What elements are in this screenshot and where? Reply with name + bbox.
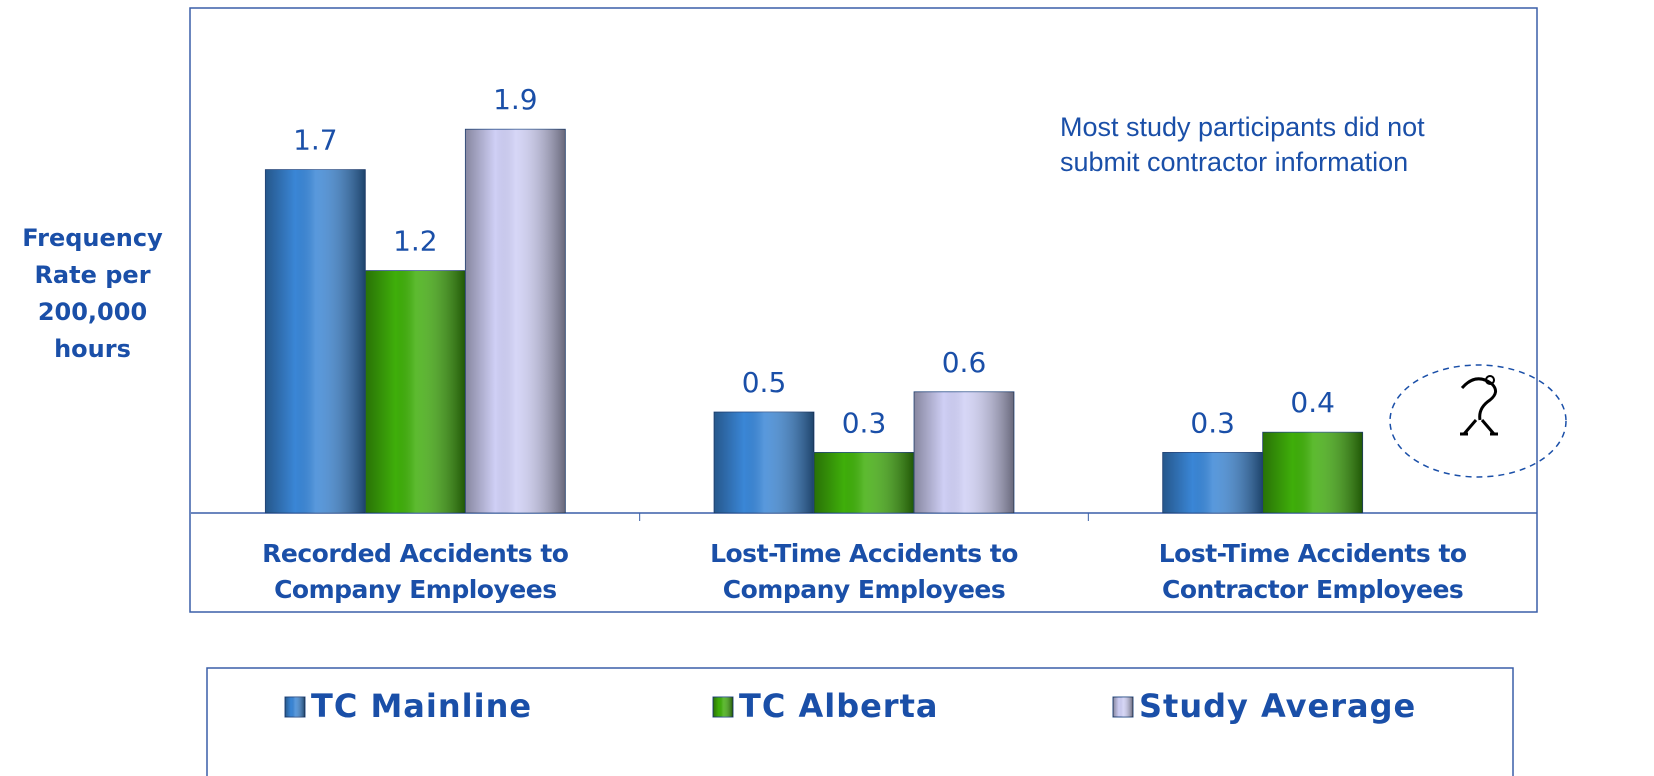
value-label: 0.5 [742,366,787,399]
value-label: 0.3 [842,406,887,439]
bar-shade [265,169,366,513]
value-label: 0.4 [1290,386,1335,419]
x-tick-label: Lost-Time Accidents to Contractor Employ… [1158,539,1467,604]
value-label: 1.2 [393,225,438,258]
legend-label: TC Mainline [311,687,532,725]
legend-swatch-shade [713,697,733,717]
legend-label: Study Average [1139,687,1416,725]
y-label-wrap: Frequency Rate per 200,000 hours [0,220,185,368]
value-label: 0.6 [942,346,987,379]
bar-shade [1162,452,1263,513]
bar-shade [914,391,1014,513]
legend-frame [206,667,1514,776]
bar-shade [714,412,814,513]
x-tick-label: Lost-Time Accidents to Company Employees [710,539,1018,604]
value-label: 0.3 [1190,406,1235,439]
question-icon [1389,364,1567,478]
legend-label: TC Alberta [739,687,938,725]
value-label: 1.7 [293,124,338,157]
x-tick-label: Recorded Accidents to Company Employees [262,539,569,604]
plot-frame [189,7,1538,613]
bar-shade [465,129,566,513]
y-axis-label: Frequency Rate per 200,000 hours [22,224,163,363]
annotation: Most study participants did not submit c… [1060,112,1425,177]
bar-shade [814,452,914,513]
bar-shade [1262,432,1363,513]
legend-swatch-shade [285,697,305,717]
bar-shade [365,270,466,513]
value-label: 1.9 [493,83,538,116]
legend-swatch-shade [1113,697,1133,717]
